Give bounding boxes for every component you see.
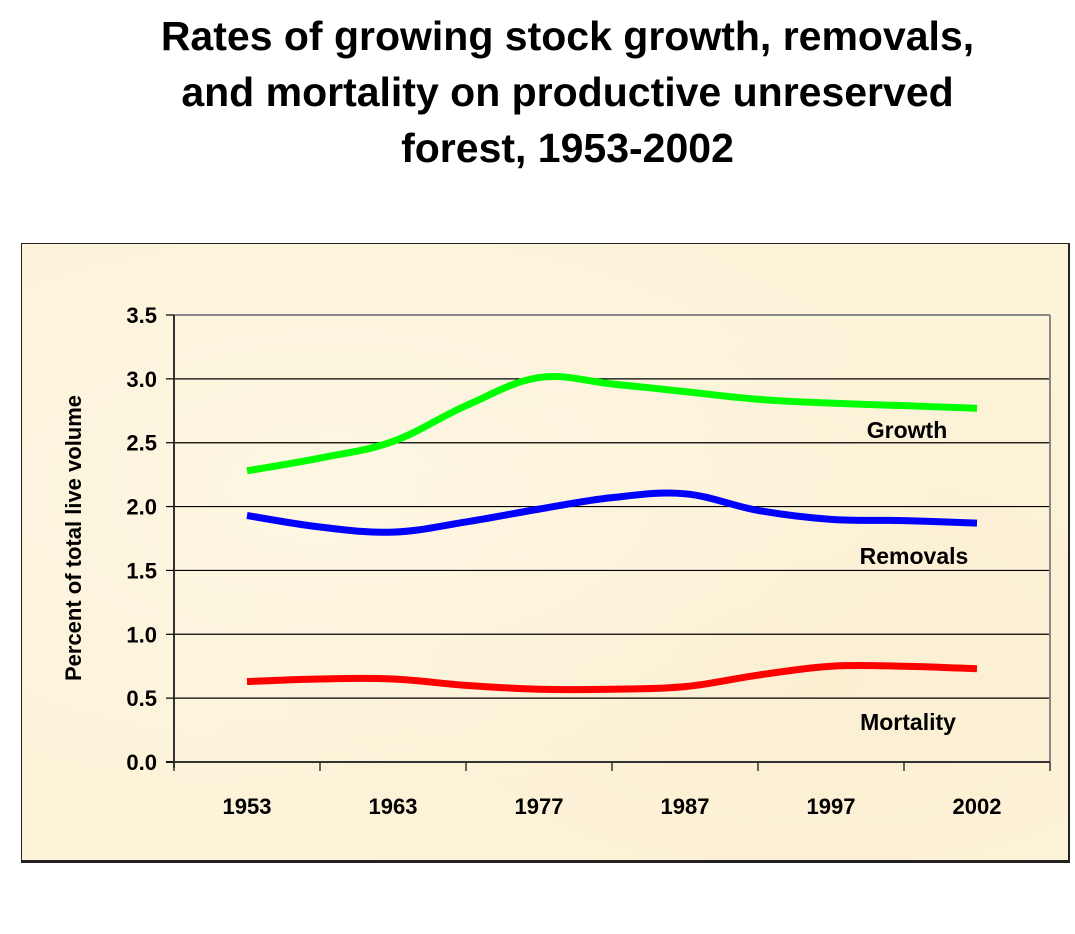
y-tick-label: 0.5 (126, 686, 157, 711)
gridlines (174, 378, 1050, 699)
series-label-removals: Removals (860, 543, 969, 569)
x-tick-label: 1953 (223, 794, 272, 819)
y-tick-label: 0.0 (126, 750, 157, 775)
series-label-mortality: Mortality (860, 709, 956, 735)
chart-title-line-3: forest, 1953-2002 (401, 125, 734, 171)
series-line-removals (246, 489, 978, 536)
y-tick-label: 2.0 (126, 495, 157, 520)
series-labels: Growth Removals Mortality (860, 417, 969, 735)
chart-title-line-1: Rates of growing stock growth, removals, (160, 13, 975, 59)
series-label-growth: Growth (867, 417, 948, 443)
y-axis-label: Percent of total live volume (61, 395, 86, 681)
x-tick-label: 1977 (515, 794, 564, 819)
chart-frame (21, 243, 1070, 863)
y-tick-label: 1.0 (126, 622, 157, 647)
y-tick-label: 2.5 (126, 431, 157, 456)
chart-title-line-2: and mortality on productive unreserved (181, 69, 954, 115)
y-tick-label: 1.5 (126, 558, 157, 583)
series-line-growth (246, 373, 978, 475)
y-tick-label: 3.5 (126, 303, 157, 328)
chart-title: Rates of growing stock growth, removals,… (60, 8, 1075, 176)
axes (166, 314, 1051, 768)
y-axis-ticks: 0.0 0.5 1.0 1.5 2.0 2.5 3.0 3.5 (126, 303, 174, 775)
y-tick-label: 3.0 (126, 367, 157, 392)
series-line-mortality (246, 661, 978, 694)
x-tick-label: 1997 (807, 794, 856, 819)
x-tick-label: 2002 (953, 794, 1002, 819)
x-axis-ticks: 1953 1963 1977 1987 1997 2002 (173, 762, 1051, 819)
series-lines (246, 373, 978, 694)
x-tick-label: 1963 (369, 794, 418, 819)
x-tick-label: 1987 (661, 794, 710, 819)
